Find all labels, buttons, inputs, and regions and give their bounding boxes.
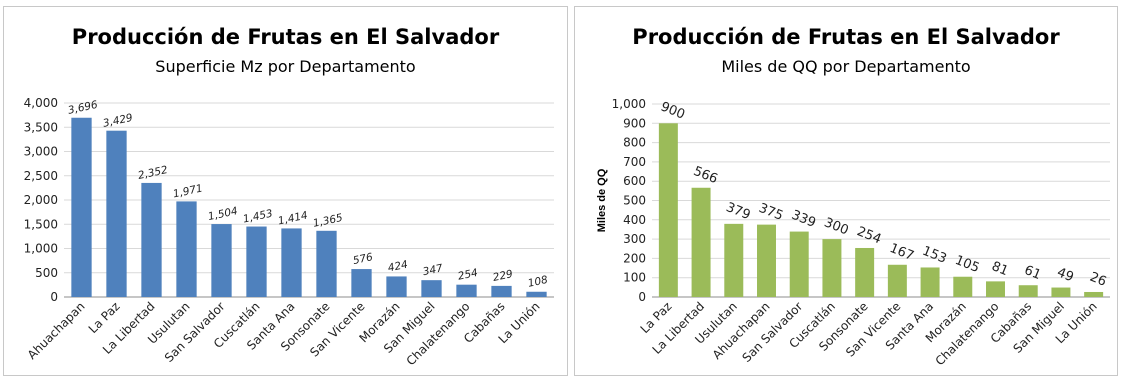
data-label: 105 bbox=[953, 253, 982, 276]
data-label: 61 bbox=[1022, 263, 1043, 283]
bar bbox=[246, 226, 267, 297]
bar bbox=[141, 182, 162, 297]
y-axis-label: Miles de QQ bbox=[596, 168, 608, 232]
bar bbox=[953, 276, 973, 297]
data-label: 1,504 bbox=[207, 205, 239, 223]
data-label: 49 bbox=[1055, 265, 1076, 285]
chart-panel-production: Producción de Frutas en El Salvador Mile… bbox=[574, 6, 1118, 376]
y-tick-label: 1,000 bbox=[612, 97, 646, 111]
bar bbox=[211, 224, 232, 297]
data-label: 1,365 bbox=[312, 212, 344, 230]
data-label: 900 bbox=[658, 99, 687, 122]
y-tick-label: 3,000 bbox=[24, 145, 58, 159]
bar bbox=[386, 276, 407, 297]
bar bbox=[757, 224, 776, 297]
data-label: 1,453 bbox=[242, 208, 274, 226]
y-tick-label: 3,500 bbox=[24, 120, 58, 134]
bar bbox=[658, 123, 678, 297]
y-tick-label: 200 bbox=[623, 251, 646, 265]
bar bbox=[526, 291, 547, 297]
data-label: 81 bbox=[989, 259, 1010, 279]
data-label: 254 bbox=[855, 224, 884, 247]
bar bbox=[789, 231, 809, 297]
y-tick-label: 2,000 bbox=[24, 193, 58, 207]
bar bbox=[1051, 287, 1071, 297]
bar bbox=[351, 269, 372, 297]
chart-subtitle: Superficie Mz por Departamento bbox=[155, 57, 416, 76]
data-label: 347 bbox=[422, 262, 444, 278]
chart-panel-surface: Producción de Frutas en El Salvador Supe… bbox=[3, 6, 568, 376]
y-tick-label: 500 bbox=[623, 194, 646, 208]
bar bbox=[855, 247, 875, 297]
bar bbox=[822, 239, 842, 297]
chart-subtitle: Miles de QQ por Departamento bbox=[721, 57, 971, 76]
bar bbox=[421, 280, 442, 297]
y-tick-label: 700 bbox=[623, 155, 646, 169]
y-tick-label: 1,000 bbox=[24, 242, 58, 256]
y-tick-label: 0 bbox=[638, 290, 646, 304]
y-tick-label: 300 bbox=[623, 232, 646, 246]
data-label: 153 bbox=[920, 244, 949, 267]
y-tick-label: 1,500 bbox=[24, 217, 58, 231]
data-label: 300 bbox=[822, 215, 851, 238]
bar bbox=[316, 230, 337, 297]
data-label: 566 bbox=[691, 164, 720, 187]
data-label: 26 bbox=[1087, 270, 1108, 290]
data-label: 1,414 bbox=[277, 209, 309, 227]
bar bbox=[920, 267, 940, 297]
data-label: 108 bbox=[527, 274, 549, 290]
data-label: 167 bbox=[887, 241, 916, 264]
data-label: 2,352 bbox=[137, 164, 169, 182]
bar bbox=[106, 130, 127, 297]
data-label: 1,971 bbox=[172, 182, 204, 200]
bar bbox=[1084, 291, 1104, 297]
y-tick-label: 400 bbox=[623, 213, 646, 227]
bar bbox=[887, 264, 907, 297]
data-label: 375 bbox=[756, 201, 785, 224]
chart-title: Producción de Frutas en El Salvador bbox=[632, 25, 1060, 49]
data-label: 424 bbox=[387, 259, 409, 275]
y-tick-label: 100 bbox=[623, 271, 646, 285]
bar bbox=[691, 187, 711, 297]
chart-title: Producción de Frutas en El Salvador bbox=[71, 25, 500, 49]
bar bbox=[281, 228, 302, 297]
data-label: 576 bbox=[352, 251, 374, 267]
data-label: 229 bbox=[492, 268, 514, 284]
data-label: 254 bbox=[457, 267, 479, 283]
data-label: 339 bbox=[789, 208, 818, 231]
y-tick-label: 2,500 bbox=[24, 169, 58, 183]
y-tick-label: 0 bbox=[50, 290, 58, 304]
y-tick-label: 900 bbox=[623, 116, 646, 130]
chart-svg-surface: 0 500 1,000 1,500 2,000 2,500 3,000 3,500 4,000 3… bbox=[24, 96, 554, 368]
bar bbox=[724, 223, 744, 297]
bar bbox=[71, 117, 92, 297]
y-tick-label: 500 bbox=[35, 266, 58, 280]
y-tick-label: 600 bbox=[623, 174, 646, 188]
bar bbox=[491, 285, 512, 297]
bar bbox=[456, 284, 477, 297]
bar bbox=[1018, 285, 1038, 297]
bar bbox=[176, 201, 197, 297]
x-tick-label: Ahuachapan bbox=[25, 299, 88, 362]
y-tick-label: 800 bbox=[623, 136, 646, 150]
data-label: 3,696 bbox=[67, 99, 99, 117]
bar bbox=[986, 281, 1005, 297]
y-tick-label: 4,000 bbox=[24, 96, 58, 110]
